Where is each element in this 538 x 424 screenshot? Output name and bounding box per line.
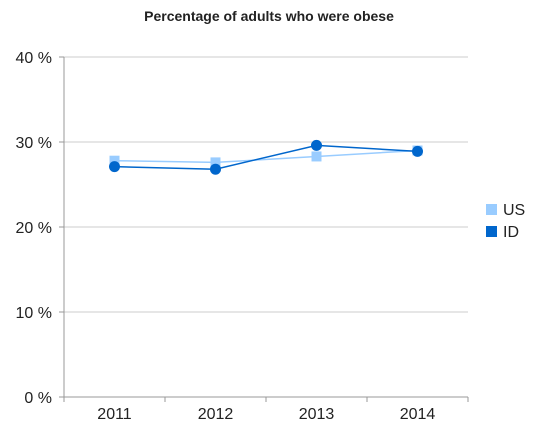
- y-tick-label: 10 %: [16, 305, 52, 322]
- data-point-id: [311, 139, 322, 151]
- y-tick-label: 0 %: [24, 390, 52, 407]
- series-line-us: [114, 149, 418, 164]
- y-axis-ticks: 0 % 10 % 20 % 30 % 40 %: [16, 50, 52, 407]
- data-point-us: [210, 157, 221, 168]
- x-tick-label: 2013: [299, 406, 335, 423]
- y-tick-label: 40 %: [16, 50, 52, 67]
- legend-swatch-us: [486, 204, 497, 215]
- data-point-us: [311, 151, 322, 162]
- chart-title: Percentage of adults who were obese: [144, 8, 394, 24]
- series-line-id: [114, 144, 418, 170]
- data-point-us: [109, 155, 120, 166]
- data-point-id: [412, 145, 423, 157]
- y-tick-label: 30 %: [16, 135, 52, 152]
- legend: US ID: [486, 202, 525, 241]
- gridlines: [64, 56, 468, 313]
- y-tick-label: 20 %: [16, 220, 52, 237]
- x-tick-label: 2012: [198, 406, 234, 423]
- x-axis-ticks: 2011 2012 2013 2014: [97, 406, 435, 423]
- legend-label-id: ID: [503, 224, 519, 241]
- series-group: [109, 139, 423, 175]
- legend-swatch-id: [486, 226, 497, 237]
- data-point-id: [109, 161, 120, 173]
- axes: [59, 56, 469, 402]
- x-tick-label: 2014: [400, 406, 436, 423]
- data-point-id: [210, 163, 221, 175]
- x-tick-label: 2011: [97, 406, 132, 423]
- legend-label-us: US: [503, 202, 525, 219]
